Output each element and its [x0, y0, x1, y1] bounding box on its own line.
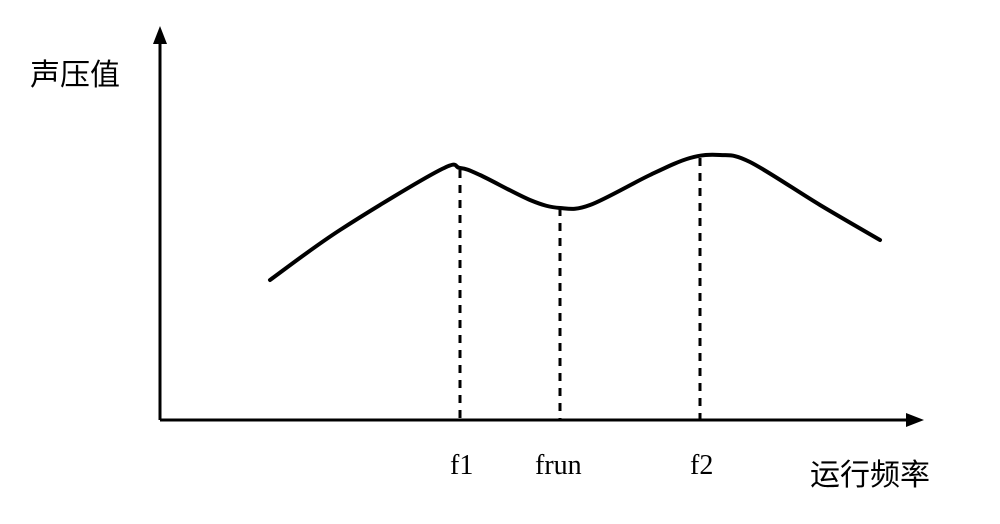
tick-label-f1: f1 — [450, 450, 473, 482]
y-axis-arrow-icon — [153, 26, 167, 44]
chart-container: 声压值 运行频率 f1 frun f2 — [0, 0, 1000, 524]
tick-label-frun: frun — [535, 450, 582, 482]
y-axis-label: 声压值 — [30, 50, 120, 94]
tick-label-f2: f2 — [690, 450, 713, 482]
x-axis-arrow-icon — [906, 413, 924, 427]
x-axis-label: 运行频率 — [810, 450, 930, 494]
curve-line — [270, 155, 880, 280]
chart-svg — [0, 0, 1000, 524]
